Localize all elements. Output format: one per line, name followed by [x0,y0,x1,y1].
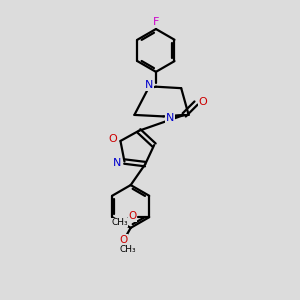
Text: O: O [128,211,136,221]
Text: N: N [166,113,174,123]
Text: CH₃: CH₃ [111,218,128,227]
Text: O: O [119,235,128,245]
Text: CH₃: CH₃ [119,245,136,254]
Text: O: O [198,97,207,106]
Text: N: N [113,158,121,168]
Text: O: O [109,134,117,144]
Text: N: N [145,80,154,90]
Text: F: F [153,16,159,27]
